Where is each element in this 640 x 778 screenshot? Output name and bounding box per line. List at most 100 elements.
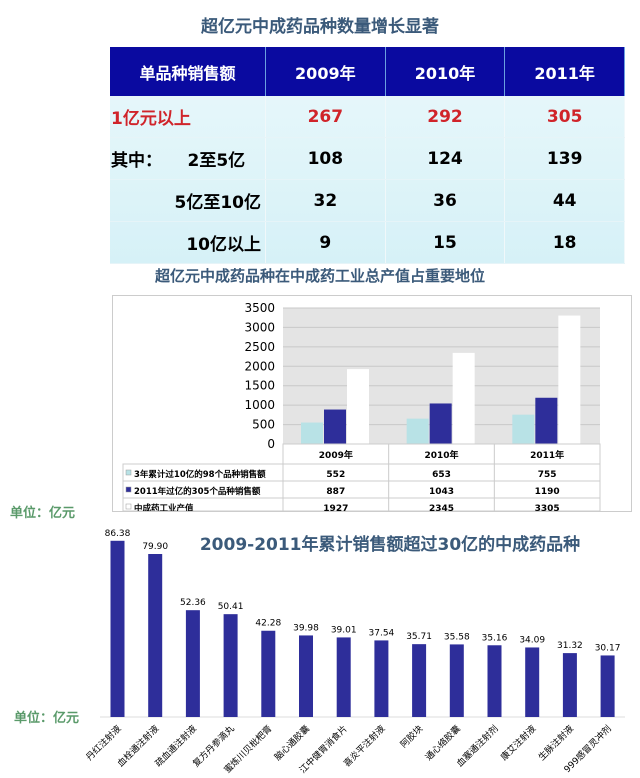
x-tick-label: 蜜炼川贝枇杷膏	[221, 723, 274, 776]
row-label: 5亿至10亿	[110, 179, 266, 222]
legend-swatch	[125, 469, 132, 476]
bar	[324, 409, 346, 444]
x-tick-label: 通心络胶囊	[423, 723, 463, 763]
data-label: 34.09	[519, 635, 545, 645]
data-label: 86.38	[105, 529, 131, 539]
y-tick-label: 3000	[244, 320, 275, 334]
x-tick-label: 生脉注射液	[536, 723, 576, 763]
legend-label: 中成药工业产值	[134, 503, 194, 511]
y-tick-label: 3500	[244, 301, 275, 315]
bar	[562, 653, 577, 717]
y-tick-label: 0	[267, 437, 275, 451]
data-label: 39.01	[331, 625, 357, 635]
y-tick-label: 2000	[244, 359, 275, 373]
data-label: 30.17	[595, 643, 621, 653]
cell: 292	[385, 96, 506, 138]
cell: 15	[385, 221, 506, 264]
cell: 36	[385, 179, 506, 222]
table-row: 5亿至10亿 32 36 44	[110, 179, 625, 222]
data-label: 42.28	[255, 619, 281, 629]
legend-swatch	[125, 503, 132, 510]
y-tick-label: 1500	[244, 379, 275, 393]
row-label: 其中： 2至5亿	[110, 137, 266, 180]
x-tick-label: 2010年	[424, 449, 458, 461]
table-row: 10亿以上 9 15 18	[110, 221, 625, 264]
data-label: 50.41	[218, 602, 244, 612]
data-label: 39.98	[293, 623, 319, 633]
legend-label: 3年累计过10亿的98个品种销售额	[134, 469, 266, 480]
bar	[148, 554, 163, 717]
bar	[347, 369, 369, 444]
x-tick-label: 疏血通注射液	[152, 723, 199, 770]
data-value: 755	[538, 470, 557, 480]
unit-label-top: 单位：亿元	[10, 506, 76, 521]
data-value: 653	[432, 470, 451, 480]
x-tick-label: 康艾注射液	[498, 723, 538, 763]
bar	[512, 414, 535, 444]
cell: 32	[265, 179, 386, 222]
x-tick-label: 阿胶块	[398, 723, 426, 751]
data-label: 31.32	[557, 641, 583, 651]
chart1-title: 超亿元中成药品种在中成药工业总产值占重要地位	[154, 267, 485, 285]
bar	[185, 610, 200, 717]
bar	[535, 397, 558, 444]
bar	[406, 418, 429, 444]
y-tick-label: 1000	[244, 398, 275, 412]
bar	[558, 315, 581, 444]
header-cell: 2011年	[504, 47, 625, 96]
data-value: 2345	[429, 504, 454, 511]
cell: 108	[265, 137, 386, 180]
x-tick-label: 2009年	[319, 449, 353, 461]
table-row: 1亿元以上 267 292 305	[110, 96, 625, 138]
x-tick-label: 江中健胃消食片	[297, 723, 350, 776]
cell: 305	[504, 96, 625, 138]
chart2-title: 2009-2011年累计销售额超过30亿的中成药品种	[199, 535, 581, 555]
cell: 124	[385, 137, 506, 180]
x-tick-label: 999感冒灵冲剂	[561, 723, 613, 775]
x-tick-label: 血栓通注射液	[115, 723, 162, 770]
cell: 139	[504, 137, 625, 180]
x-tick-label: 复方丹参滴丸	[190, 723, 237, 770]
bar	[487, 645, 502, 717]
bar	[600, 655, 615, 717]
data-value: 3305	[535, 504, 560, 511]
x-tick-label: 脑心通胶囊	[272, 723, 312, 763]
data-value: 1043	[429, 487, 454, 497]
bar	[223, 614, 238, 717]
row-label: 10亿以上	[110, 221, 266, 264]
data-label: 52.36	[180, 598, 206, 608]
bar	[336, 637, 351, 717]
bar	[301, 422, 323, 444]
chart1-panel: 0 500 1000 1500 2000 2500 3000 3500 2009年 2010年 20…	[112, 295, 632, 514]
y-tick-label: 500	[252, 418, 275, 432]
bar	[452, 352, 475, 444]
bar	[299, 635, 313, 717]
cell: 44	[504, 179, 625, 222]
bar	[429, 403, 452, 444]
data-label: 37.54	[369, 628, 395, 638]
data-label: 35.16	[482, 633, 508, 643]
bar	[449, 644, 464, 717]
legend-label: 2011年过亿的305个品种销售额	[134, 486, 261, 497]
table-title: 超亿元中成药品种数量增长显著	[201, 17, 439, 37]
bar	[374, 640, 389, 717]
cell: 18	[504, 221, 625, 264]
table-row: 其中： 2至5亿 108 124 139	[110, 137, 625, 180]
x-tick-label: 喜炎平注射液	[341, 723, 388, 770]
bar	[261, 630, 276, 717]
header-cell: 单品种销售额	[110, 47, 266, 96]
data-label: 35.71	[406, 632, 432, 642]
data-table	[282, 443, 601, 512]
unit-label-bottom: 单位：亿元	[14, 711, 80, 726]
bar	[110, 540, 125, 717]
cell: 267	[265, 96, 386, 138]
data-value: 1190	[535, 487, 560, 497]
data-value: 552	[326, 470, 345, 480]
data-value: 1927	[323, 504, 348, 511]
bar	[525, 647, 540, 717]
legend-swatch	[125, 486, 132, 493]
y-tick-label: 2500	[244, 340, 275, 354]
cell: 9	[265, 221, 386, 264]
variety-count-table: 单品种销售额 2009年 2010年 2011年 1亿元以上 267 292 305 其中： 2…	[110, 47, 625, 264]
header-cell: 2009年	[265, 47, 386, 96]
